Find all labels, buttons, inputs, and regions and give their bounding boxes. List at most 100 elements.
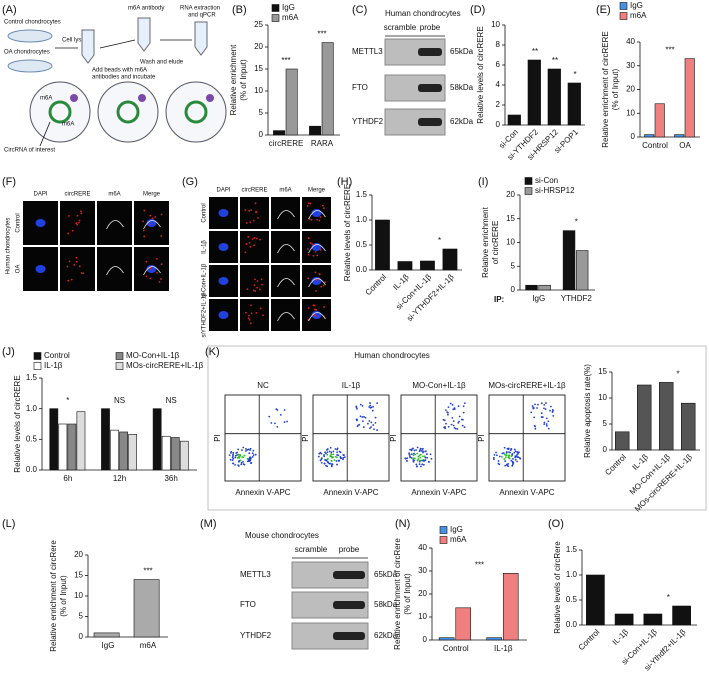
cell-dot [330, 460, 333, 462]
signal [68, 260, 71, 263]
signal [315, 309, 318, 311]
significance: *** [143, 567, 152, 576]
cell-dot [545, 417, 548, 420]
bar [658, 382, 674, 451]
significance: *** [317, 30, 326, 39]
signal [314, 271, 317, 274]
cell-dot [330, 451, 333, 454]
cell-dot [445, 422, 447, 425]
legend-swatch [33, 352, 42, 360]
signal [76, 223, 79, 226]
signal [306, 205, 309, 207]
flow-ylabel: PI [213, 434, 222, 442]
blot-size: 58kDa [374, 600, 398, 609]
nucleus [218, 311, 229, 319]
signal [149, 267, 152, 270]
cell-dot [551, 408, 554, 411]
cell-dot [510, 459, 513, 462]
bar [309, 125, 322, 136]
legend-swatch [524, 187, 533, 195]
signal [253, 284, 256, 287]
panel-label: (K) [205, 346, 220, 358]
bar [273, 130, 286, 136]
cell-dot [412, 457, 415, 460]
cell-dot [492, 456, 495, 459]
blot-row: YTHDF2 [240, 631, 272, 640]
signal [73, 263, 76, 266]
panel-label: (N) [395, 518, 410, 530]
legend-swatch [33, 362, 42, 370]
signal [143, 209, 146, 212]
x-tick-label: IgG [532, 294, 545, 303]
image-side: Human chondrocytes [6, 218, 12, 275]
cell-dot [462, 411, 465, 414]
legend-swatch [439, 526, 448, 534]
bar [562, 230, 576, 291]
significance: *** [665, 46, 674, 55]
signal [253, 236, 256, 239]
legend-swatch [524, 177, 533, 185]
cell-dot [245, 448, 247, 450]
legend-label: si-Con [535, 176, 558, 185]
signal [247, 317, 250, 320]
image-row: IL-1β [202, 240, 208, 254]
cell-dot [373, 428, 375, 431]
cell-dot [424, 450, 427, 453]
cell-dot [414, 453, 417, 456]
signal [77, 221, 80, 224]
cell-dot [355, 405, 358, 408]
x-tick-label: Control [443, 644, 469, 653]
dish [7, 59, 53, 73]
bar [161, 435, 171, 471]
y-tick-label: 15 [598, 367, 607, 376]
panel-label: (L) [2, 518, 15, 530]
cell-dot [551, 411, 554, 413]
cell-dot [254, 453, 257, 456]
cell-dot [516, 453, 519, 456]
signal [71, 229, 74, 232]
cell-dot [268, 415, 271, 418]
bar [442, 248, 458, 271]
cell-dot [245, 450, 247, 452]
x-tick-label: 12h [113, 474, 126, 483]
cell-dot [443, 419, 446, 422]
label: antibodies and incubate [92, 75, 156, 81]
signal [322, 207, 325, 210]
cell-dot [430, 457, 433, 460]
cell-dot [332, 450, 335, 453]
cell-dot [504, 464, 507, 467]
cell-dot [513, 451, 516, 454]
signal [158, 281, 161, 283]
y-tick-label: 0 [511, 285, 516, 294]
cell-dot [445, 409, 447, 412]
arrow [39, 121, 51, 147]
signal [249, 245, 252, 248]
cell-dot [505, 452, 508, 455]
cell-dot [462, 405, 465, 408]
cell-dot [370, 406, 373, 409]
x-tick-label: Control [577, 627, 602, 652]
signal [314, 290, 317, 292]
signal [250, 304, 252, 307]
blot-column: scramble [384, 23, 417, 32]
cell-dot [457, 405, 460, 408]
signal [254, 202, 257, 205]
bar [586, 574, 605, 626]
signal [309, 202, 312, 205]
cell-dot [424, 456, 427, 459]
y-tick-label: 5 [259, 108, 264, 117]
cell-dot [250, 462, 252, 464]
cell-dot [276, 425, 279, 428]
image-row: si-Con+IL-1β [202, 263, 208, 298]
signal [106, 220, 124, 230]
y-tick-label: 4 [496, 80, 501, 89]
cell-dot [410, 457, 413, 459]
y-tick-label: 15 [74, 571, 83, 580]
micrograph [271, 231, 300, 263]
cell-dot [422, 450, 424, 453]
cell-dot [418, 463, 421, 466]
signal [255, 311, 258, 314]
bar [321, 42, 334, 136]
signal [106, 266, 124, 276]
signal [307, 202, 310, 205]
